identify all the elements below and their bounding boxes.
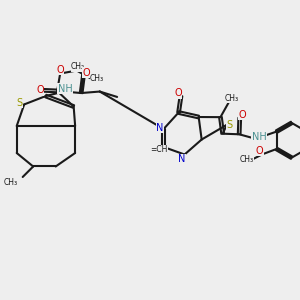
Text: N: N — [156, 122, 164, 133]
Text: O: O — [82, 68, 90, 78]
Text: S: S — [227, 120, 233, 130]
Text: NH: NH — [252, 132, 267, 142]
Text: S: S — [16, 98, 23, 108]
Text: NH: NH — [58, 83, 73, 94]
Text: CH₃: CH₃ — [239, 155, 253, 164]
Text: O: O — [36, 85, 44, 95]
Text: N: N — [178, 154, 186, 164]
Text: CH₃: CH₃ — [90, 74, 104, 83]
Text: CH₃: CH₃ — [224, 94, 238, 103]
Text: O: O — [56, 65, 64, 75]
Text: O: O — [256, 146, 264, 156]
Text: O: O — [238, 110, 246, 120]
Text: CH₃: CH₃ — [3, 178, 17, 188]
Text: O: O — [174, 88, 182, 98]
Text: CH₂: CH₂ — [71, 62, 85, 71]
Text: =CH: =CH — [150, 145, 168, 154]
